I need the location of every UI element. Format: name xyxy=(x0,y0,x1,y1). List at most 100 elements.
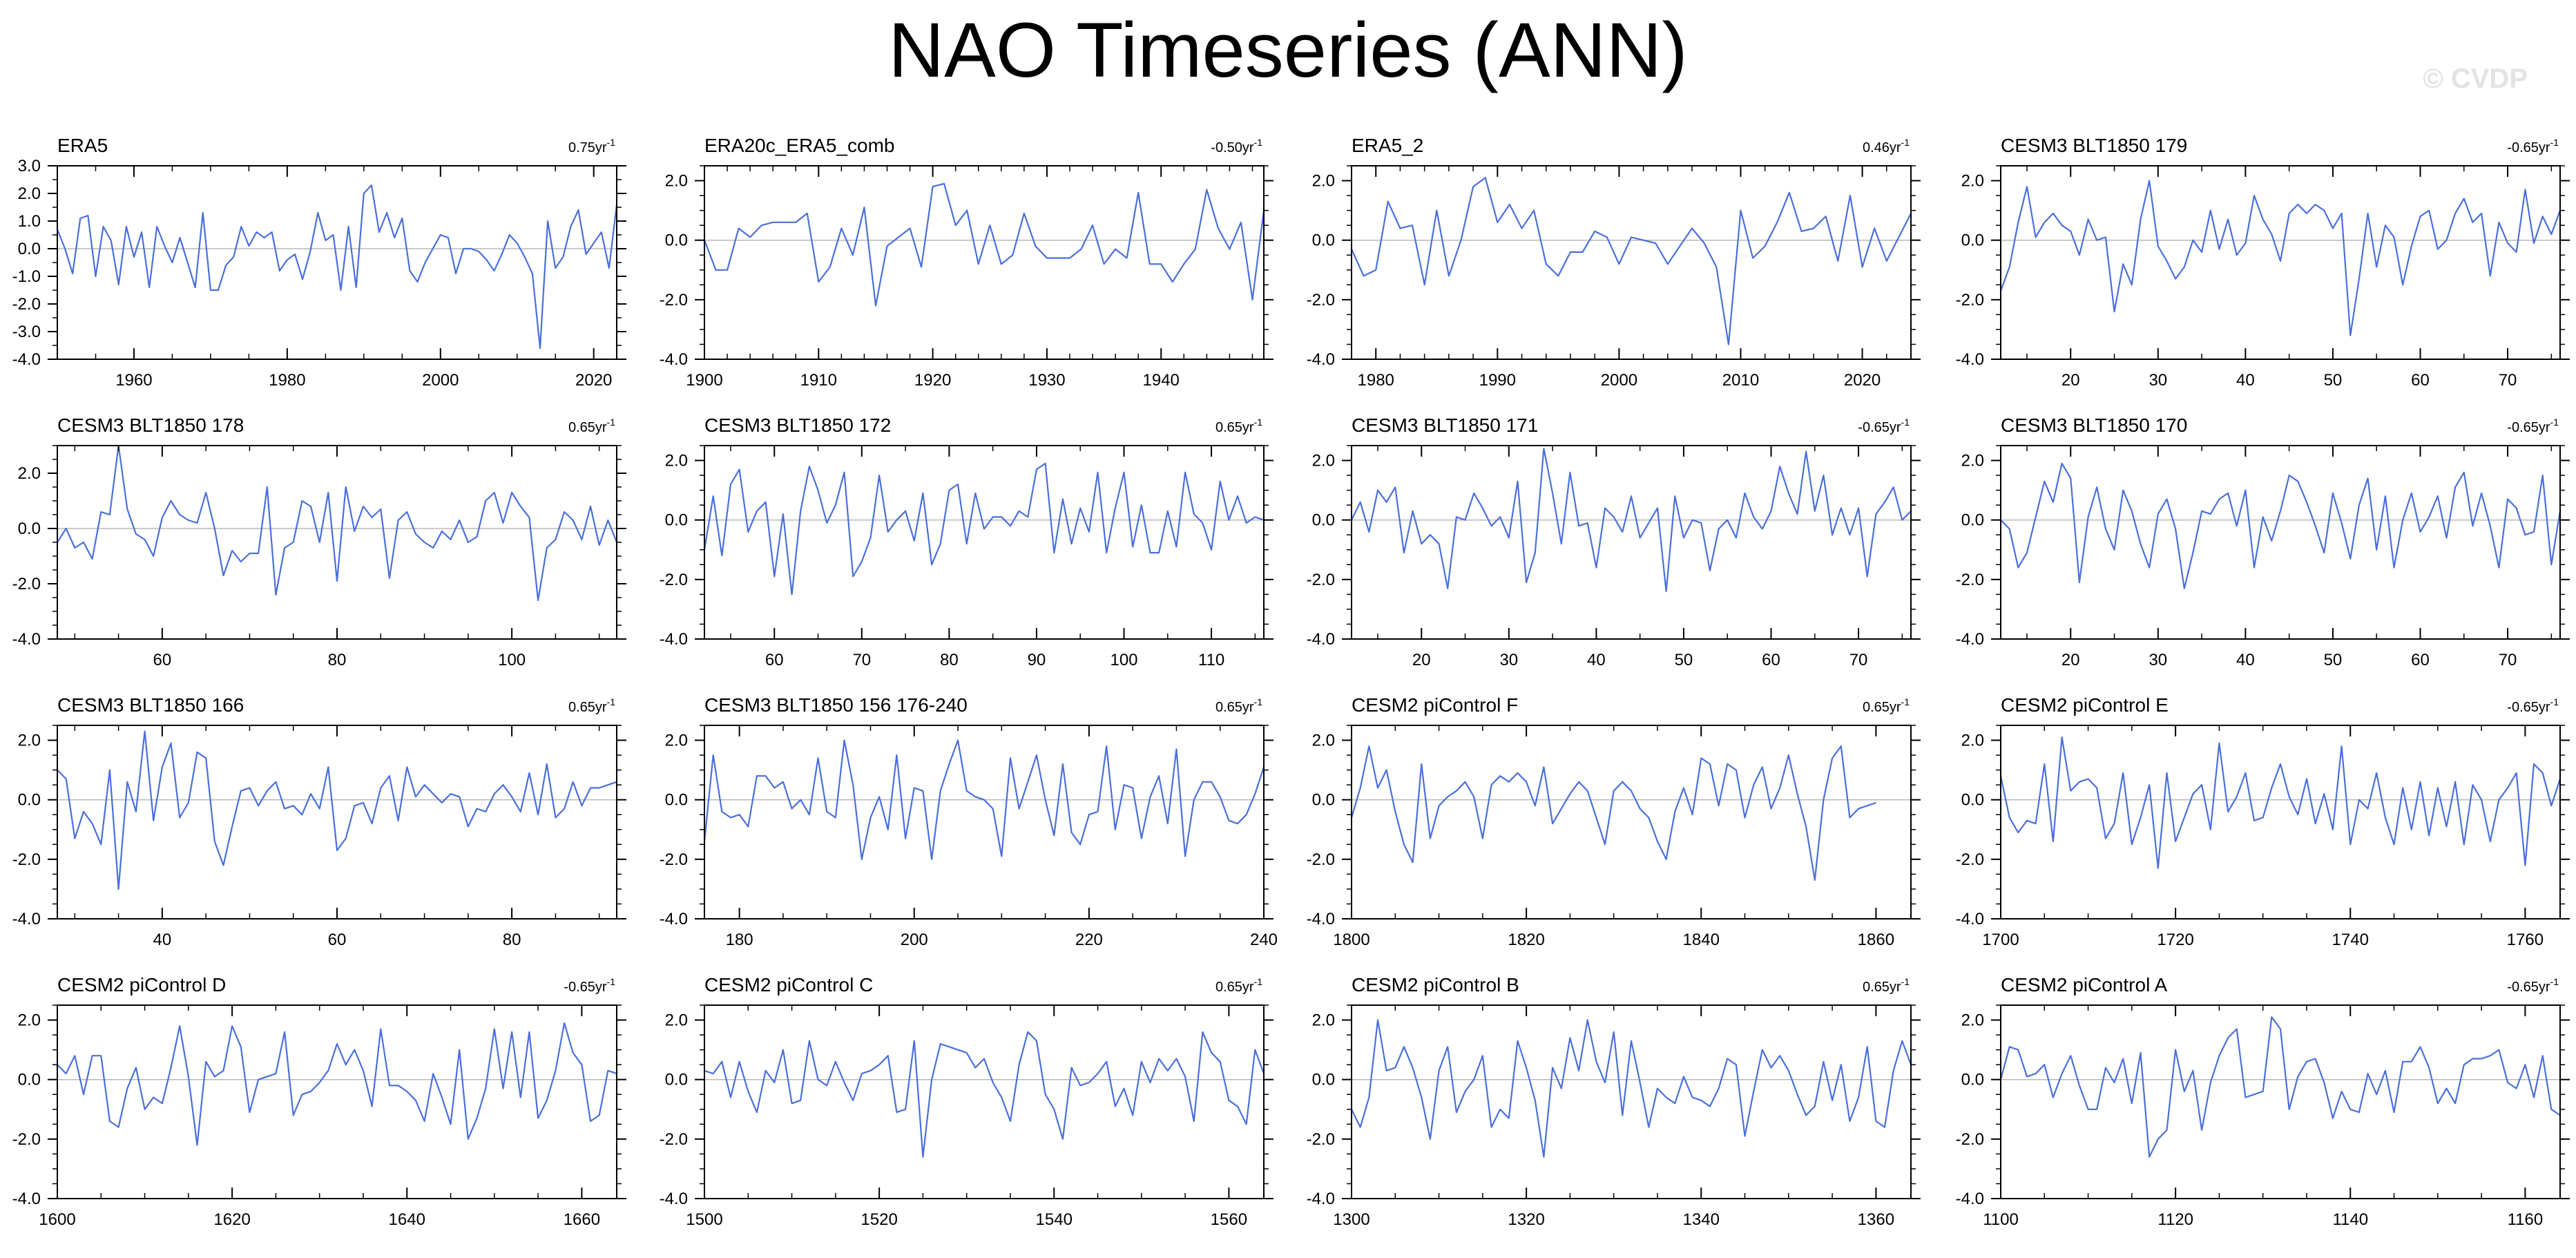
trend-value: -0.50yr xyxy=(1211,140,1254,155)
plot-frame xyxy=(704,445,1265,640)
nao-series-line xyxy=(2000,462,2561,589)
y-tick-label: 0.0 xyxy=(18,1071,41,1089)
panel-8: CESM3 BLT1850 170 -0.65yr-1 20 30 40 50 60 70 2.… xyxy=(1956,414,2570,669)
y-tick-label: -2.0 xyxy=(660,571,688,589)
panel-title: CESM2 piControl C xyxy=(704,974,873,995)
nao-series-line xyxy=(703,739,1265,860)
y-tick-label: 2.0 xyxy=(1312,452,1335,470)
x-tick-label: 2000 xyxy=(422,371,459,390)
y-tick-label: 2.0 xyxy=(665,732,688,750)
nao-series-line xyxy=(1999,1016,2561,1158)
x-tick-label: 20 xyxy=(1412,651,1431,669)
trend-exponent: -1 xyxy=(607,976,616,987)
plot-frame xyxy=(1351,445,1912,640)
x-tick-label: 1920 xyxy=(914,371,951,390)
y-tick-label: 2.0 xyxy=(1961,1011,1984,1030)
trend-label: 0.65yr-1 xyxy=(568,696,615,715)
x-tick-label: 1840 xyxy=(1683,931,1720,949)
y-tick-label: -4.0 xyxy=(1307,350,1335,369)
x-tick-label: 60 xyxy=(1762,651,1780,669)
y-tick-label: 0.0 xyxy=(18,520,41,538)
panel-16: CESM2 piControl A -0.65yr-1 1100 1120 1140 11… xyxy=(1956,974,2570,1229)
trend-label: -0.65yr-1 xyxy=(2507,976,2559,995)
panel-title: CESM3 BLT1850 166 xyxy=(57,694,244,716)
panel-11: CESM2 piControl F 0.65yr-1 1800 1820 1840 186… xyxy=(1307,694,1921,949)
panel-title: CESM2 piControl E xyxy=(2001,694,2169,716)
x-tick-label: 70 xyxy=(2499,371,2517,390)
x-tick-label: 30 xyxy=(2149,651,2167,669)
panel-13: CESM2 piControl D -0.65yr-1 1600 1620 1640 16… xyxy=(12,974,626,1229)
y-tick-label: -2.0 xyxy=(1956,850,1984,869)
x-tick-label: 1100 xyxy=(1983,1210,2019,1229)
y-tick-label: -2.0 xyxy=(1956,291,1984,309)
x-tick-label: 1300 xyxy=(1333,1210,1369,1229)
trend-label: 0.46yr-1 xyxy=(1863,137,1910,155)
y-tick-label: -2.0 xyxy=(1307,571,1335,589)
x-tick-label: 220 xyxy=(1075,931,1103,949)
x-tick-label: 1540 xyxy=(1036,1210,1073,1229)
panel-title: CESM3 BLT1850 172 xyxy=(704,414,891,436)
y-tick-label: 2.0 xyxy=(18,732,41,750)
panel-title: CESM3 BLT1850 171 xyxy=(1352,414,1538,436)
trend-exponent: -1 xyxy=(1901,137,1910,148)
x-tick-label: 70 xyxy=(1849,651,1868,669)
y-tick-label: 1.0 xyxy=(18,212,41,231)
trend-value: -0.65yr xyxy=(2507,980,2550,995)
y-tick-label: -4.0 xyxy=(1956,1190,1984,1208)
nao-series-line xyxy=(1999,180,2561,336)
plot-frame xyxy=(2000,445,2561,640)
trend-value: 0.75yr xyxy=(568,140,607,155)
y-tick-label: -2.0 xyxy=(1307,850,1335,869)
plot-frame xyxy=(1351,1004,1912,1199)
y-tick-label: 2.0 xyxy=(1961,172,1984,191)
y-tick-label: 0.0 xyxy=(665,511,688,530)
trend-label: -0.65yr-1 xyxy=(2507,696,2559,715)
y-tick-label: -2.0 xyxy=(12,1130,41,1149)
x-tick-label: 1860 xyxy=(1858,931,1894,949)
cvdp-watermark: © CVDP xyxy=(2423,64,2528,94)
y-tick-label: -2.0 xyxy=(660,850,688,869)
plot-frame xyxy=(57,1004,617,1199)
x-tick-label: 1990 xyxy=(1479,371,1516,390)
trend-value: 0.46yr xyxy=(1863,140,1901,155)
x-tick-label: 1140 xyxy=(2332,1210,2368,1229)
trend-label: -0.50yr-1 xyxy=(1211,137,1262,155)
panel-15: CESM2 piControl B 0.65yr-1 1300 1320 1340 136… xyxy=(1307,974,1921,1229)
x-tick-label: 1320 xyxy=(1508,1210,1544,1229)
y-tick-label: -4.0 xyxy=(1956,630,1984,649)
y-tick-label: -1.0 xyxy=(12,267,41,286)
y-tick-label: 0.0 xyxy=(1312,231,1335,250)
x-tick-label: 1930 xyxy=(1028,371,1065,390)
panel-title: ERA20c_ERA5_comb xyxy=(704,135,894,156)
x-tick-label: 30 xyxy=(1499,651,1518,669)
x-tick-label: 1500 xyxy=(686,1210,722,1229)
y-tick-label: -4.0 xyxy=(1307,1190,1335,1208)
y-tick-label: 0.0 xyxy=(18,791,41,810)
plot-frame xyxy=(704,725,1265,919)
panel-title: CESM3 BLT1850 156 176-240 xyxy=(704,694,968,716)
trend-value: 0.65yr xyxy=(1215,700,1254,715)
trend-value: 0.65yr xyxy=(1215,980,1254,995)
x-tick-label: 1740 xyxy=(2332,931,2369,949)
y-tick-label: -4.0 xyxy=(1956,350,1984,369)
x-tick-label: 80 xyxy=(328,651,347,669)
x-tick-label: 50 xyxy=(1675,651,1693,669)
y-tick-label: 0.0 xyxy=(1312,1071,1335,1089)
panel-2: ERA20c_ERA5_comb -0.50yr-1 1900 1910 1920 193… xyxy=(660,135,1273,390)
y-tick-label: -2.0 xyxy=(12,295,41,314)
y-tick-label: -4.0 xyxy=(12,910,41,928)
x-tick-label: 1620 xyxy=(213,1210,250,1229)
y-tick-label: -4.0 xyxy=(12,1190,41,1208)
x-tick-label: 1800 xyxy=(1333,931,1369,949)
y-tick-label: -4.0 xyxy=(660,1190,688,1208)
x-tick-label: 1120 xyxy=(2157,1210,2193,1229)
x-tick-label: 240 xyxy=(1250,931,1278,949)
x-tick-label: 50 xyxy=(2324,651,2343,669)
trend-exponent: -1 xyxy=(1254,417,1263,428)
y-tick-label: 0.0 xyxy=(18,240,41,258)
trend-label: 0.65yr-1 xyxy=(1215,696,1262,715)
x-tick-label: 1700 xyxy=(1982,931,2019,949)
trend-exponent: -1 xyxy=(1901,696,1910,707)
x-tick-label: 1640 xyxy=(389,1210,425,1229)
y-tick-label: -2.0 xyxy=(1956,1130,1984,1149)
